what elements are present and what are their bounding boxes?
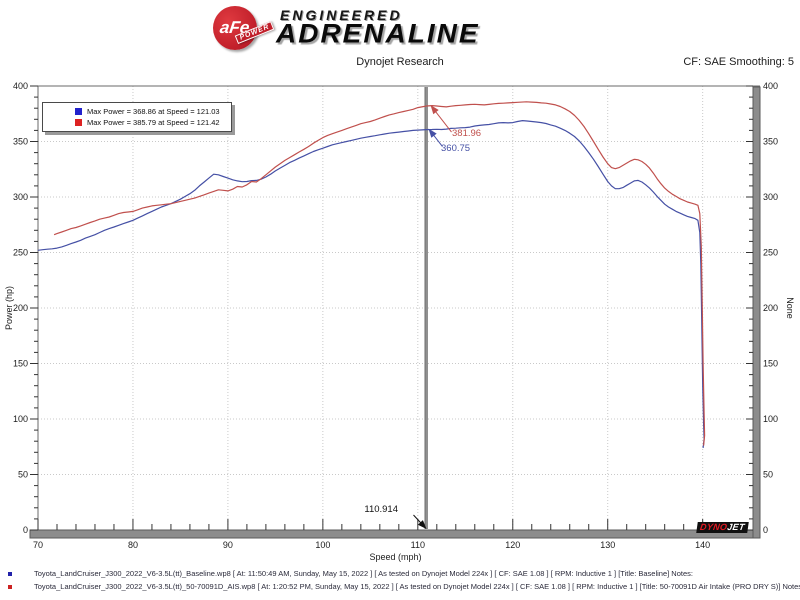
y-tick-label-left: 350	[13, 137, 28, 147]
x-tick-label: 80	[128, 540, 138, 550]
x-tick-label: 90	[223, 540, 233, 550]
intake-arrow-head	[430, 105, 439, 115]
y-tick-label-left: 250	[13, 248, 28, 258]
intake-curve	[53, 101, 706, 446]
y-tick-label-right: 300	[763, 192, 778, 202]
y-tick-label-right: 400	[763, 81, 778, 91]
intake-run-text: Toyota_LandCruiser_J300_2022_V6-3.5L(tt)…	[34, 582, 800, 591]
legend-box[interactable]: Max Power = 368.86 at Speed = 121.03 Max…	[42, 102, 232, 132]
intake-arrow-line	[433, 109, 452, 133]
y-tick-label-right: 100	[763, 414, 778, 424]
intake-cursor-value: 381.96	[452, 128, 482, 139]
y-tick-label-left: 400	[13, 81, 28, 91]
y-tick-label-right: 250	[763, 248, 778, 258]
cursor-speed-value: 110.914	[364, 504, 398, 515]
baseline-max-power-label: Max Power = 368.86 at Speed = 121.03	[87, 107, 220, 116]
dynojet-logo-dyno: DYNO	[699, 522, 728, 532]
y-tick-label-left: 300	[13, 192, 28, 202]
y-tick-label-left: 200	[13, 303, 28, 313]
y-tick-label-right: 200	[763, 303, 778, 313]
adrenaline-text: ADRENALINE	[276, 18, 480, 49]
x-tick-label: 100	[315, 540, 330, 550]
baseline-cursor-value: 360.75	[441, 143, 471, 154]
y-tick-label-right: 350	[763, 137, 778, 147]
x-axis-label: Speed (mph)	[369, 552, 421, 562]
legend-row-intake: Max Power = 385.79 at Speed = 121.42	[43, 117, 231, 128]
baseline-arrow-head	[428, 128, 437, 138]
y-tick-label-right: 50	[763, 470, 773, 480]
baseline-run-text: Toyota_LandCruiser_J300_2022_V6-3.5L(tt)…	[34, 569, 693, 578]
chart-title: Dynojet Research	[356, 56, 444, 68]
y-tick-label-right: 150	[763, 359, 778, 369]
y-tick-label-left: 50	[18, 470, 28, 480]
intake-max-power-label: Max Power = 385.79 at Speed = 121.42	[87, 118, 220, 127]
axis-bar-bottom	[29, 529, 761, 539]
legend-row-baseline: Max Power = 368.86 at Speed = 121.03	[43, 106, 231, 117]
baseline-swatch-icon	[75, 108, 82, 115]
x-tick-label: 140	[695, 540, 710, 550]
x-tick-label: 70	[33, 540, 43, 550]
afe-logo-icon: aFe	[213, 6, 257, 50]
x-tick-label: 110	[411, 540, 425, 550]
y-tick-label-left: 0	[23, 525, 28, 535]
run-info-baseline: Toyota_LandCruiser_J300_2022_V6-3.5L(tt)…	[0, 569, 800, 581]
smoothing-info: CF: SAE Smoothing: 5	[683, 56, 794, 68]
axis-bar-right	[752, 86, 761, 539]
dynojet-logo-jet: JET	[726, 522, 746, 532]
baseline-curve	[37, 119, 705, 448]
y-tick-label-left: 100	[13, 414, 28, 424]
intake-swatch-icon	[75, 119, 82, 126]
y-axis-label-right: None	[785, 297, 795, 319]
engineered-text: ENGINEERED	[280, 7, 403, 23]
dynojet-logo: DYNO JET	[696, 522, 749, 533]
y-axis-label-left: Power (hp)	[4, 286, 14, 330]
y-tick-label-right: 0	[763, 525, 768, 535]
baseline-run-bullet-icon	[8, 572, 12, 576]
cursor-speed-arrow-head	[417, 520, 427, 529]
x-tick-label: 130	[600, 540, 615, 550]
x-tick-label: 120	[505, 540, 520, 550]
intake-run-bullet-icon	[8, 585, 12, 589]
run-info-intake: Toyota_LandCruiser_J300_2022_V6-3.5L(tt)…	[0, 582, 800, 594]
y-tick-label-left: 150	[13, 359, 28, 369]
